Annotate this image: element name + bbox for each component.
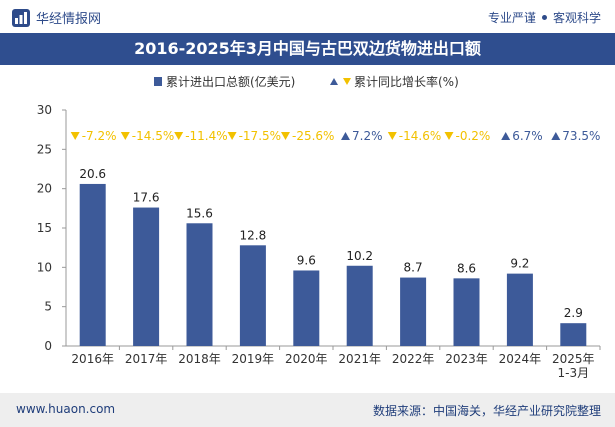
y-tick-label: 20 (37, 182, 52, 196)
growth-rate-label: -17.5% (239, 129, 281, 143)
bar-value-label: 9.2 (510, 257, 529, 271)
growth-down-triangle-icon (281, 132, 290, 140)
x-tick-label: 2017年 (125, 352, 168, 366)
growth-rate-label: -0.2% (456, 129, 491, 143)
bar-value-label: 12.8 (240, 228, 267, 242)
growth-rate-label: -14.6% (399, 129, 441, 143)
growth-up-triangle-icon (341, 132, 350, 140)
y-tick-label: 0 (44, 339, 52, 353)
legend-total-label: 累计进出口总额(亿美元) (166, 74, 295, 89)
footer: www.huaon.com 数据来源：中国海关，华经产业研究院整理 (0, 393, 615, 427)
chart-svg: 累计进出口总额(亿美元) 累计同比增长率(%) 0 5 10 15 20 25 30 2016年… (37, 74, 601, 380)
bar-value-label: 10.2 (346, 249, 373, 263)
bar-value-label: 17.6 (133, 191, 160, 205)
slogan-left: 专业严谨 (487, 11, 536, 25)
x-tick-label: 2021年 (338, 352, 381, 366)
bar-value-label: 20.6 (79, 167, 106, 181)
growth-down-triangle-icon (387, 132, 397, 140)
y-tick-label: 25 (37, 142, 52, 156)
legend-growth-label: 累计同比增长率(%) (354, 74, 459, 89)
bar-value-label: 8.7 (404, 261, 423, 275)
bars: 20.6 17.6 15.6 12.8 9.6 10.2 8.7 8.6 9.2 2.9 (79, 167, 587, 346)
bar (346, 265, 373, 346)
growth-rate-label: -14.5% (132, 129, 174, 143)
data-source: 数据来源：中国海关，华经产业研究院整理 (372, 404, 601, 418)
bar (453, 278, 480, 346)
x-tick-label: 2024年 (499, 352, 542, 366)
slogan-dot-icon (541, 15, 547, 20)
bar (79, 183, 106, 346)
legend-up-triangle-icon (330, 78, 338, 85)
bar (506, 273, 533, 346)
y-tick-label: 10 (37, 260, 52, 274)
bar-value-label: 9.6 (297, 253, 316, 267)
y-tick-label: 30 (37, 103, 52, 117)
slogan-right: 客观科学 (552, 11, 601, 25)
x-tick-label: 2020年 (285, 352, 328, 366)
growth-up-triangle-icon (551, 132, 561, 140)
growth-rate-label: -11.4% (185, 129, 227, 143)
growth-down-triangle-icon (70, 132, 80, 140)
bar-value-label: 8.6 (457, 261, 476, 275)
legend-down-triangle-icon (343, 78, 351, 85)
bar (400, 277, 427, 346)
bar (186, 223, 213, 346)
growth-down-triangle-icon (174, 132, 184, 140)
title-bar: 2016-2025年3月中国与古巴双边货物进出口额 (0, 33, 615, 65)
bar (133, 207, 160, 346)
y-tick-label: 15 (37, 221, 52, 235)
growth-up-triangle-icon (501, 132, 511, 140)
growth-rate-label: -7.2% (82, 129, 117, 143)
growth-rate-label: -25.6% (292, 129, 334, 143)
legend: 累计进出口总额(亿美元) 累计同比增长率(%) (154, 74, 459, 89)
website-link[interactable]: www.huaon.com (16, 402, 116, 416)
bar-value-label: 15.6 (186, 206, 213, 220)
x-tick-label: 2016年 (71, 352, 114, 366)
bar (560, 323, 587, 346)
growth-row: -7.2% -14.5% -11.4% -17.5% -25.6% 7.2% -14.6% -… (70, 129, 600, 143)
bar (239, 245, 266, 346)
x-tick-label: 2018年 (178, 352, 221, 366)
growth-rate-label: 6.7% (512, 129, 543, 143)
x-tick-label: 2025年 1-3月 (552, 352, 595, 380)
x-tick-label: 2023年 (445, 352, 488, 366)
y-tick-label: 5 (44, 300, 52, 314)
top-bar: 华经情报网 专业严谨 客观科学 (0, 0, 615, 33)
growth-down-triangle-icon (227, 132, 237, 140)
axes: 0 5 10 15 20 25 30 2016年 2017年 2018年 2019年 2020年 202… (37, 103, 601, 380)
chart-title: 2016-2025年3月中国与古巴双边货物进出口额 (134, 39, 481, 58)
brand-logo-icon (12, 8, 30, 27)
brand: 华经情报网 (12, 8, 101, 27)
legend-bar-swatch-icon (154, 77, 162, 86)
growth-down-triangle-icon (120, 132, 130, 140)
bar-value-label: 2.9 (564, 306, 583, 320)
growth-down-triangle-icon (444, 132, 454, 140)
x-tick-label: 2022年 (392, 352, 435, 366)
brand-name: 华经情报网 (36, 12, 102, 27)
x-tick-label: 2019年 (232, 352, 275, 366)
growth-rate-label: 7.2% (352, 129, 383, 143)
bar (293, 270, 320, 346)
slogan: 专业严谨 客观科学 (488, 9, 601, 26)
growth-rate-label: 73.5% (562, 129, 600, 143)
